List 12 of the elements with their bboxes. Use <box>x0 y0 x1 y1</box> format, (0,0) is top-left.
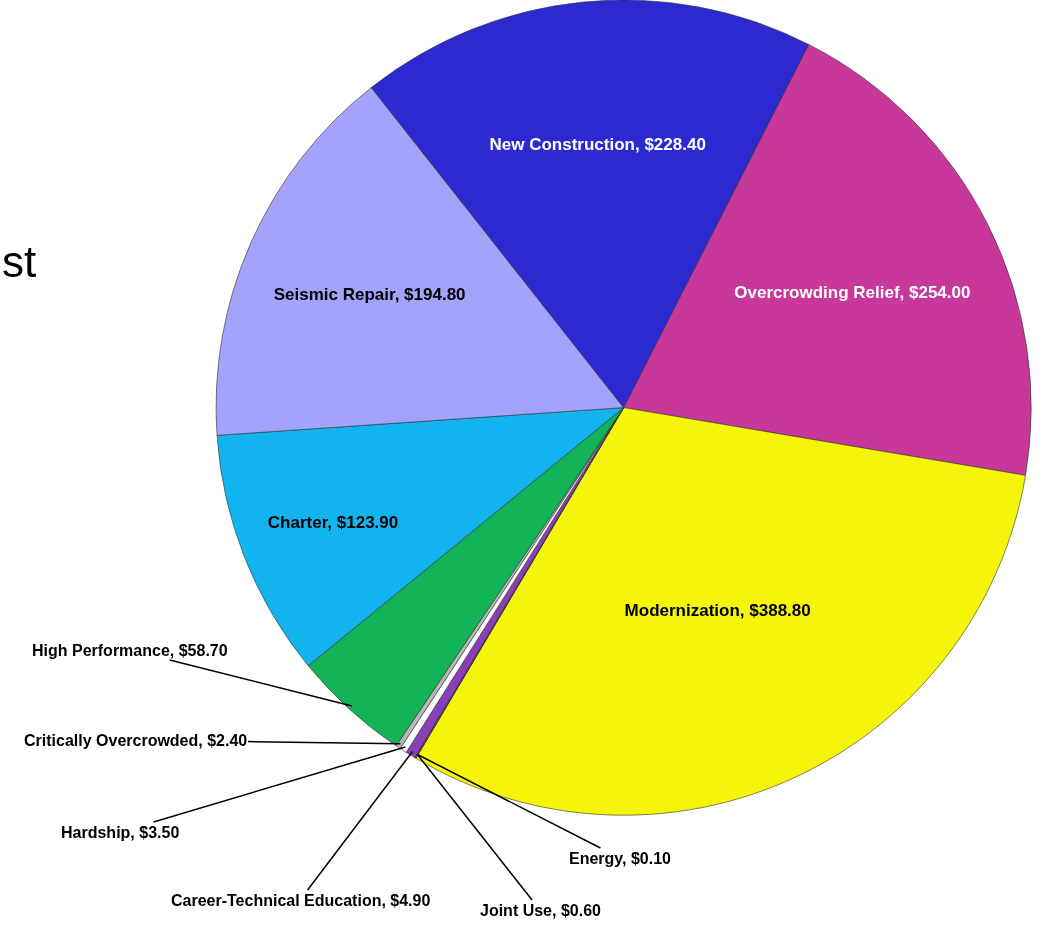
slice-label: Modernization, $388.80 <box>624 600 811 620</box>
slice-label: Energy, $0.10 <box>569 850 672 867</box>
slice-label: Charter, $123.90 <box>267 513 399 533</box>
slice-label: High Performance, $58.70 <box>32 642 228 659</box>
slice-label: Overcrowding Relief, $254.00 <box>734 282 971 302</box>
slice-label: Critically Overcrowded, $2.40 <box>24 732 248 749</box>
slice-label: Hardship, $3.50 <box>61 824 180 841</box>
slice-label: Career-Technical Education, $4.90 <box>171 892 431 909</box>
slice-label: Joint Use, $0.60 <box>480 902 602 919</box>
slice-label: Seismic Repair, $194.80 <box>273 285 466 305</box>
text: st <box>2 237 37 286</box>
slice-label: New Construction, $228.40 <box>489 134 706 154</box>
